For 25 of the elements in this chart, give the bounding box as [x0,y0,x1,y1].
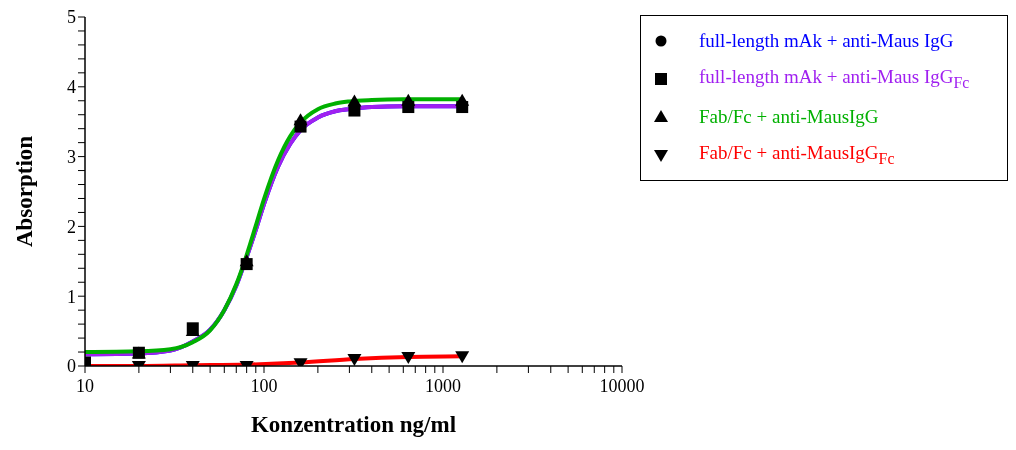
y-tick-label: 3 [67,146,76,167]
point [456,101,469,114]
x-axis-title: Konzentration ng/ml [250,412,457,437]
y-tick-label: 5 [67,7,76,28]
y-tick-label: 4 [67,77,76,98]
y-tick-label: 0 [67,356,76,377]
legend-label: Fab/Fc + anti-MausIgG [699,106,879,128]
x-tick-label: 10 [76,375,94,396]
point [402,101,415,114]
x-tick-label: 1000 [425,375,461,396]
legend-label: Fab/Fc + anti-MausIgG$_{Fc}$ [699,142,895,168]
point [347,354,362,366]
legend-label: full-length mAk + anti-Maus IgG [699,30,954,52]
legend-label: full-length mAk + anti-Maus IgG$_{Fc}$ [699,66,970,92]
point [401,351,416,364]
point [240,258,253,271]
y-tick-label: 1 [67,286,76,307]
y-tick-label: 2 [67,216,76,237]
y-axis-title: Absorption [12,135,38,248]
point [132,346,145,359]
point [455,351,470,364]
point [294,120,307,133]
x-tick-label: 10000 [599,375,645,396]
point [348,104,361,117]
x-tick-label: 100 [250,375,278,396]
